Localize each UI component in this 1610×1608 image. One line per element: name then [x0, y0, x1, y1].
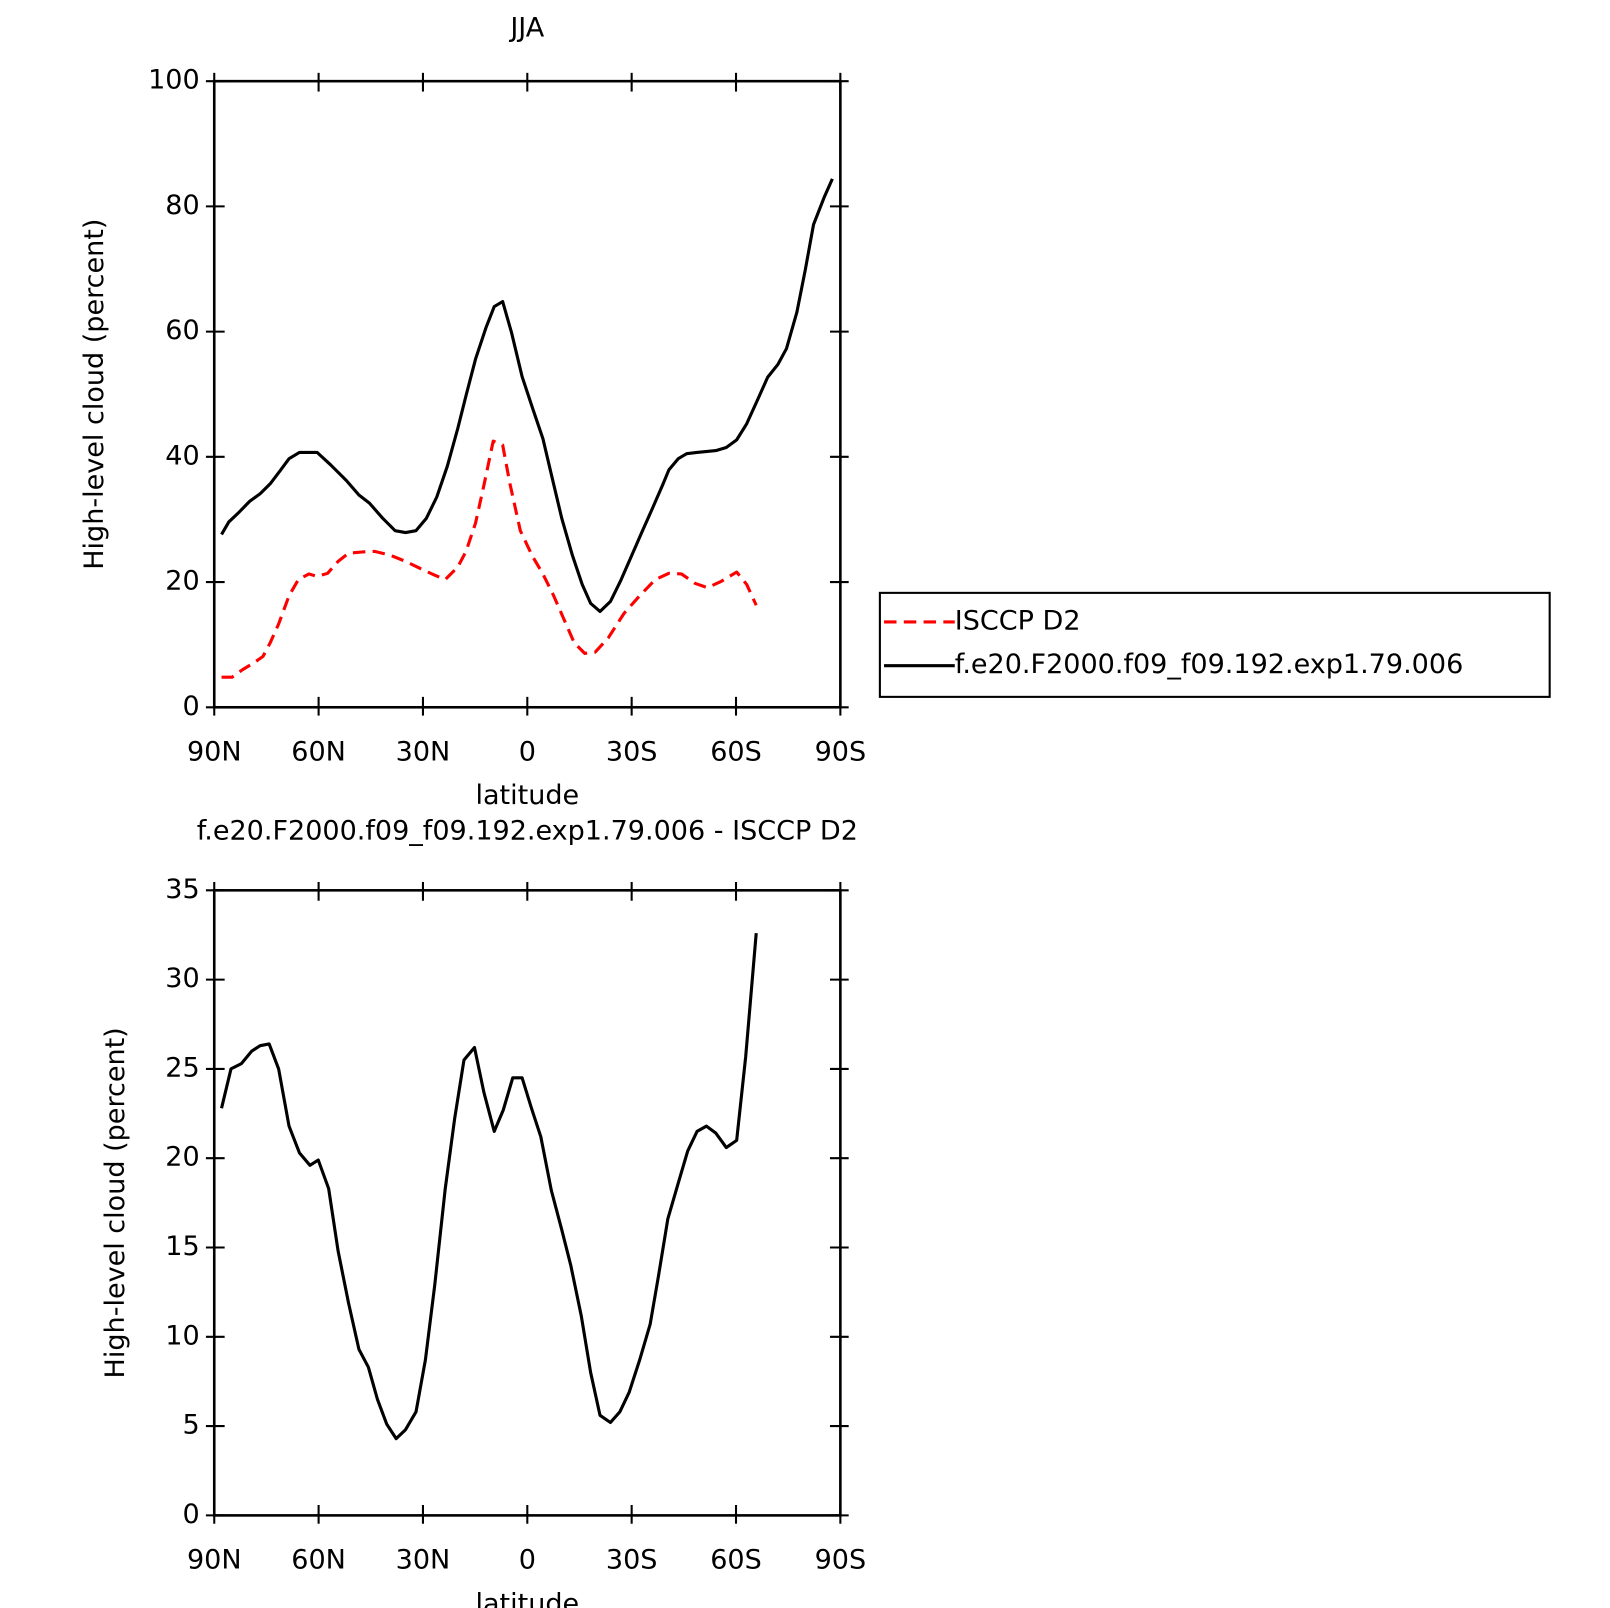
x-tick-label: 90N [187, 1545, 242, 1576]
x-tick-label: 30S [606, 1545, 658, 1576]
x-tick-label: 90N [187, 737, 242, 768]
chart-title: JJA [508, 13, 544, 44]
x-tick-label: 90S [815, 737, 867, 768]
x-tick-label: 30N [396, 737, 451, 768]
legend-label: f.e20.F2000.f09_f09.192.exp1.79.006 [955, 649, 1464, 680]
y-tick-label: 0 [182, 691, 199, 722]
data-line [221, 439, 758, 679]
x-tick-label: 60S [710, 1545, 762, 1576]
legend-box [878, 591, 1551, 698]
y-tick-label: 15 [165, 1231, 199, 1262]
y-tick-label: 0 [182, 1499, 199, 1530]
y-tick-label: 30 [165, 963, 199, 994]
x-tick-label: 0 [519, 1545, 536, 1576]
y-tick-label: 5 [182, 1410, 199, 1441]
y-tick-label: 40 [165, 440, 199, 471]
x-tick-label: 30N [396, 1545, 451, 1576]
y-tick-label: 20 [165, 566, 199, 597]
y-axis-label: High-level cloud (percent) [100, 1027, 131, 1378]
x-tick-label: 90S [815, 1545, 867, 1576]
x-tick-label: 0 [519, 737, 536, 768]
y-tick-label: 100 [148, 65, 200, 96]
y-tick-label: 25 [165, 1052, 199, 1083]
x-axis-label: latitude [475, 780, 579, 811]
x-tick-label: 60S [710, 737, 762, 768]
x-tick-label: 60N [291, 737, 346, 768]
x-axis-label: latitude [475, 1588, 579, 1608]
x-tick-label: 30S [606, 737, 658, 768]
y-tick-label: 20 [165, 1142, 199, 1173]
legend-label: ISCCP D2 [955, 605, 1081, 636]
y-tick-label: 60 [165, 315, 199, 346]
data-line [220, 933, 758, 1441]
data-line [220, 178, 834, 614]
chart-title: f.e20.F2000.f09_f09.192.exp1.79.006 - IS… [197, 816, 858, 847]
plot-frame [212, 889, 842, 1517]
y-tick-label: 80 [165, 190, 199, 221]
y-tick-label: 10 [165, 1320, 199, 1351]
y-tick-label: 35 [165, 874, 199, 905]
y-axis-label: High-level cloud (percent) [79, 219, 110, 570]
x-tick-label: 60N [291, 1545, 346, 1576]
